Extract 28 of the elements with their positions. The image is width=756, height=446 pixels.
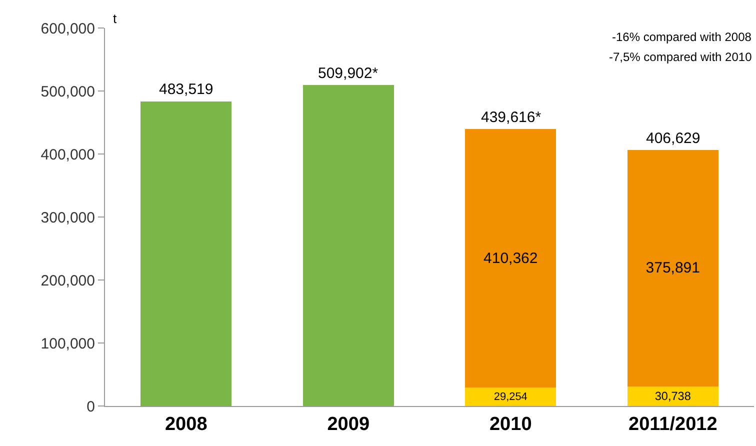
bar bbox=[627, 150, 718, 387]
total-label: 406,629 bbox=[646, 130, 700, 147]
x-tick-label: 2009 bbox=[327, 414, 370, 435]
total-label: 439,616* bbox=[481, 109, 542, 126]
bar bbox=[627, 386, 718, 406]
total-label: 483,519 bbox=[159, 81, 214, 98]
y-tick-label: 400,000 bbox=[40, 146, 95, 164]
total-label: 509,902* bbox=[318, 65, 378, 82]
data-label: 29,254 bbox=[494, 391, 528, 404]
y-tick-label: 0 bbox=[86, 398, 95, 416]
bar bbox=[465, 129, 556, 388]
data-label: 410,362 bbox=[484, 250, 538, 267]
bar bbox=[465, 388, 556, 406]
y-tick-label: 200,000 bbox=[40, 272, 95, 290]
data-label: 375,891 bbox=[646, 260, 700, 277]
x-tick-label: 2010 bbox=[489, 414, 532, 435]
y-axis-title: t bbox=[113, 11, 117, 26]
annotation: -7,5% compared with 2010 bbox=[609, 50, 752, 64]
x-tick-label: 2008 bbox=[164, 414, 208, 435]
y-tick-label: 600,000 bbox=[40, 20, 95, 38]
bar bbox=[302, 84, 394, 406]
y-tick-label: 300,000 bbox=[40, 209, 95, 226]
data-label: 30,738 bbox=[654, 390, 692, 403]
y-tick-label: 500,000 bbox=[40, 83, 95, 100]
bar bbox=[140, 101, 232, 406]
annotation: -16% compared with 2008 bbox=[612, 30, 752, 44]
x-tick-label: 2011/2012 bbox=[628, 414, 718, 435]
y-tick-label: 100,000 bbox=[40, 335, 95, 352]
